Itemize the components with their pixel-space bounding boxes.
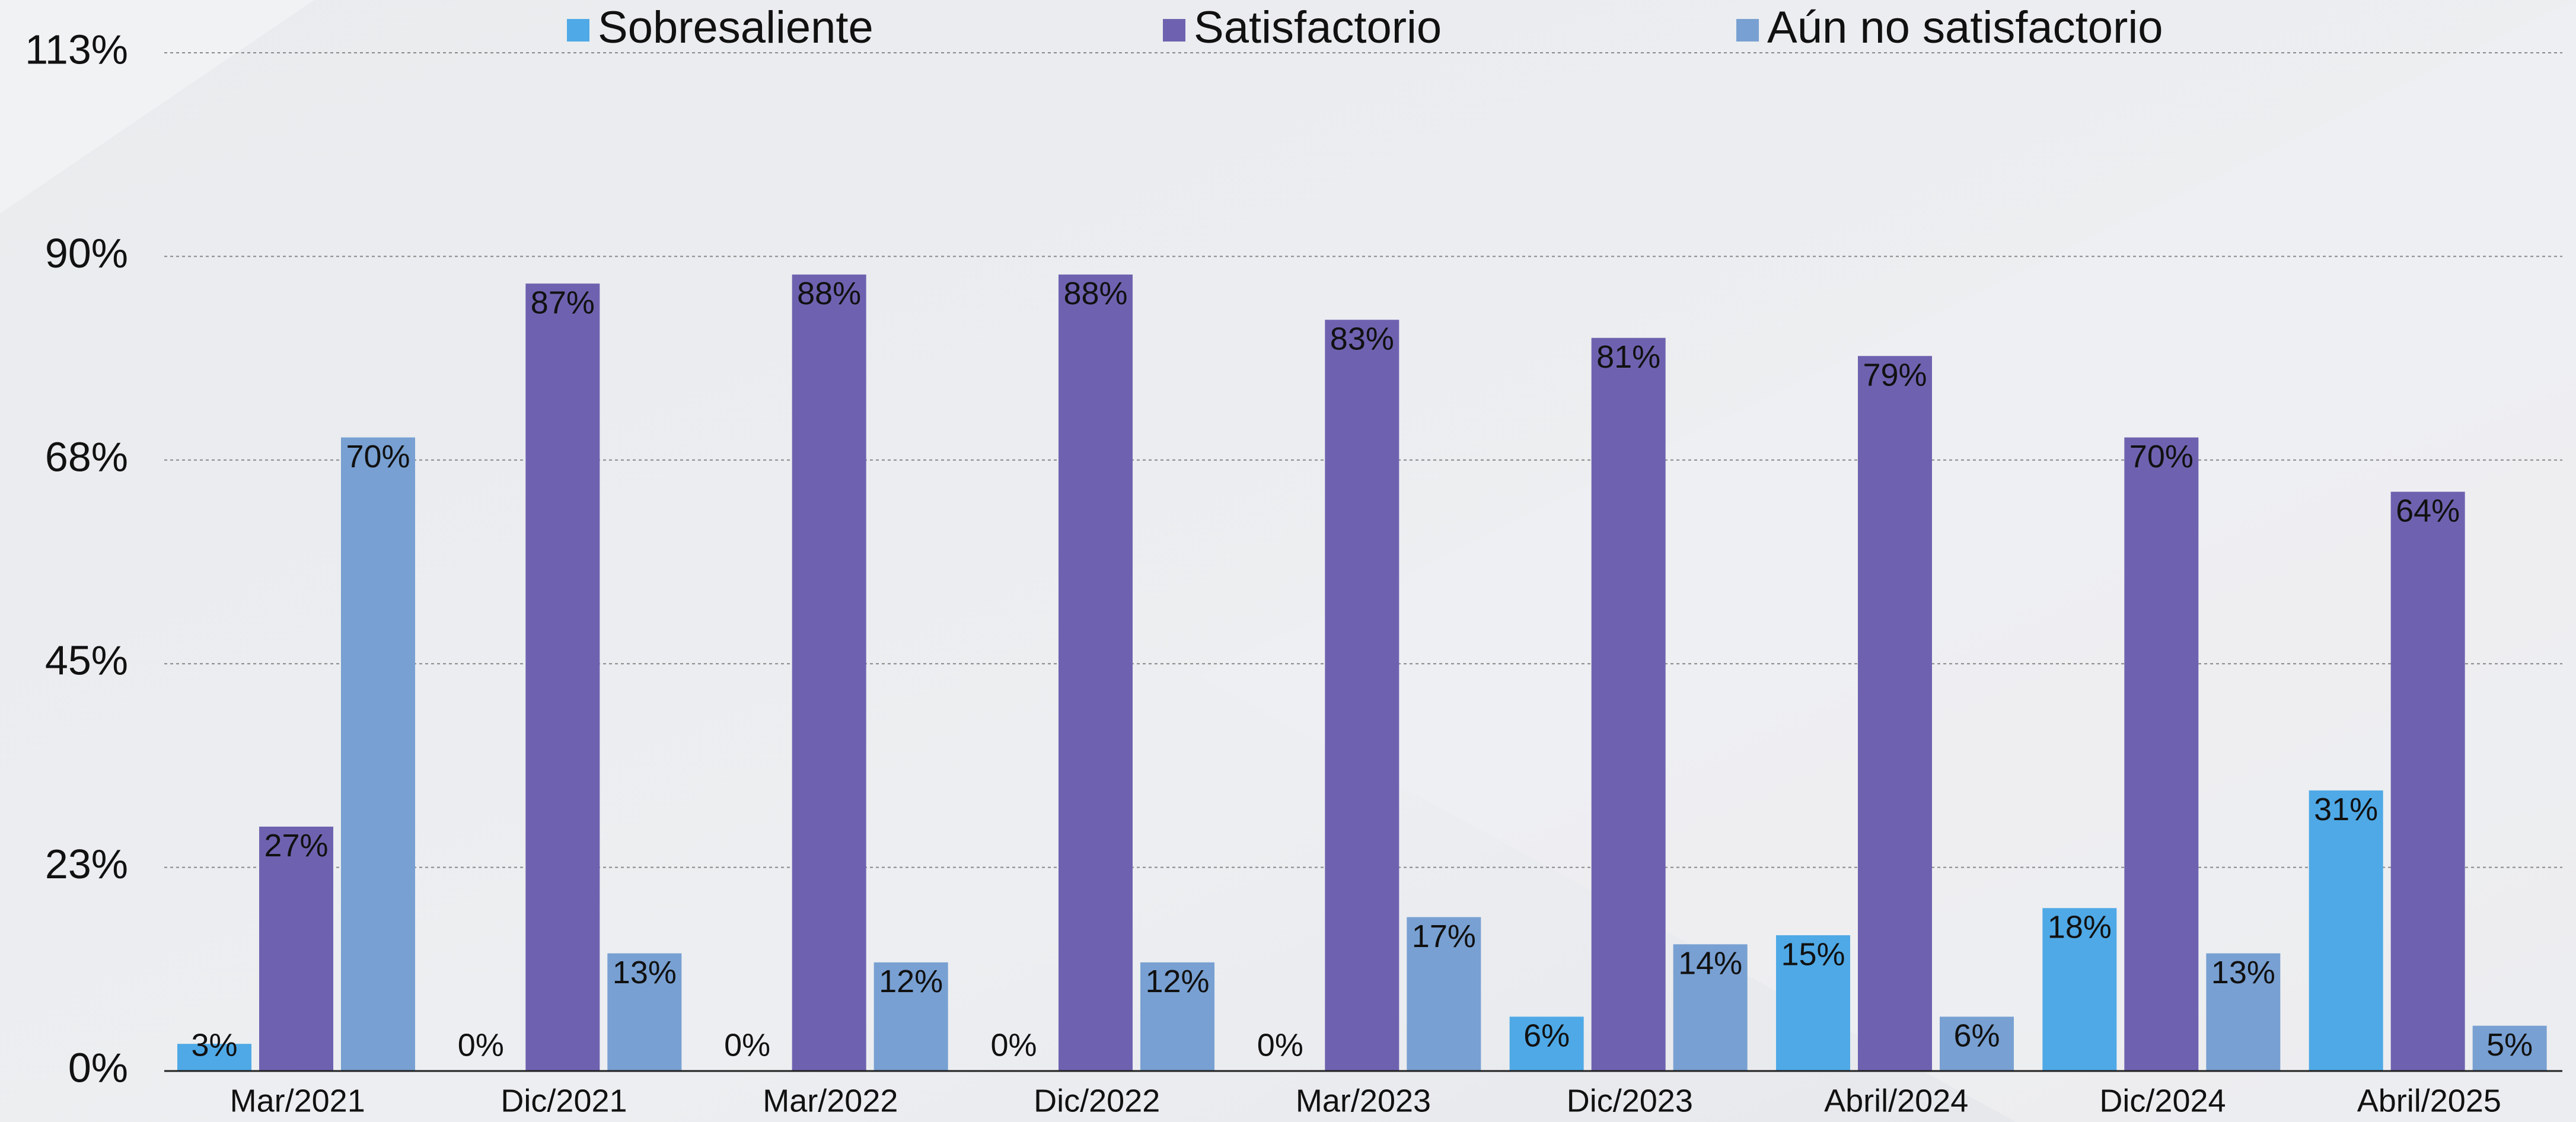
data-label: 27% — [264, 828, 328, 863]
bar — [1591, 337, 1666, 1071]
x-tick-label: Dic/2021 — [500, 1083, 627, 1118]
bar — [1673, 944, 1748, 1071]
data-label: 79% — [1863, 358, 1927, 393]
data-label: 18% — [2048, 910, 2112, 945]
bar — [2472, 1025, 2547, 1071]
bar — [2124, 437, 2199, 1071]
data-label: 70% — [346, 439, 410, 474]
bar — [1325, 320, 1399, 1071]
data-label: 0% — [724, 1027, 770, 1063]
bar — [2390, 492, 2465, 1071]
bar — [1140, 962, 1214, 1071]
bar — [1940, 1016, 2014, 1071]
x-tick-label: Abril/2025 — [2357, 1083, 2501, 1118]
y-tick-label: 0% — [68, 1044, 128, 1091]
data-label: 0% — [990, 1027, 1037, 1063]
data-label: 0% — [458, 1027, 504, 1063]
data-label: 15% — [1781, 936, 1845, 972]
x-tick-label: Mar/2022 — [763, 1083, 898, 1118]
bar — [1407, 917, 1481, 1071]
bar — [525, 283, 600, 1072]
y-tick-label: 68% — [45, 434, 128, 480]
data-label: 13% — [613, 955, 677, 990]
legend-swatch — [1736, 19, 1759, 42]
data-label: 70% — [2129, 439, 2194, 474]
y-tick-label: 45% — [45, 638, 128, 684]
x-tick-label: Dic/2022 — [1034, 1083, 1160, 1118]
bar — [607, 953, 682, 1071]
data-label: 31% — [2314, 792, 2378, 827]
data-label: 13% — [2211, 955, 2275, 990]
x-tick-label: Mar/2023 — [1296, 1083, 1431, 1118]
legend-label: Sobresaliente — [598, 2, 873, 53]
data-label: 3% — [191, 1027, 237, 1063]
bar — [2042, 908, 2117, 1071]
y-tick-label: 113% — [25, 26, 128, 72]
x-tick-label: Mar/2021 — [230, 1083, 365, 1118]
bar — [177, 1044, 251, 1071]
data-label: 64% — [2396, 493, 2460, 528]
bar — [341, 437, 415, 1071]
bar — [873, 962, 948, 1071]
data-label: 5% — [2486, 1027, 2533, 1063]
data-label: 12% — [879, 964, 943, 999]
x-tick-label: Abril/2024 — [1824, 1083, 1968, 1118]
data-label: 6% — [1523, 1018, 1570, 1054]
data-label: 87% — [531, 285, 595, 320]
data-label: 17% — [1412, 919, 1476, 954]
legend-label: Aún no satisfactorio — [1767, 2, 2163, 53]
bar — [259, 826, 333, 1071]
bar — [1509, 1016, 1584, 1071]
data-label: 6% — [1953, 1018, 2000, 1054]
bar — [2206, 953, 2281, 1071]
legend-swatch — [1163, 19, 1185, 42]
data-label: 14% — [1678, 946, 1742, 981]
data-label: 12% — [1145, 964, 1209, 999]
bar — [2309, 790, 2383, 1071]
bar — [1059, 274, 1133, 1071]
legend-label: Satisfactorio — [1194, 2, 1442, 53]
x-tick-label: Dic/2023 — [1567, 1083, 1693, 1118]
data-label: 88% — [797, 276, 861, 311]
legend-swatch — [567, 19, 589, 42]
y-tick-label: 23% — [45, 841, 128, 887]
data-label: 88% — [1063, 276, 1127, 311]
bar — [792, 274, 866, 1071]
data-label: 0% — [1257, 1027, 1303, 1063]
data-label: 81% — [1596, 339, 1660, 375]
x-tick-label: Dic/2024 — [2099, 1083, 2226, 1118]
bar — [1776, 935, 1850, 1071]
y-tick-label: 90% — [45, 230, 128, 276]
data-label: 83% — [1330, 321, 1394, 357]
bar — [1858, 356, 1932, 1071]
